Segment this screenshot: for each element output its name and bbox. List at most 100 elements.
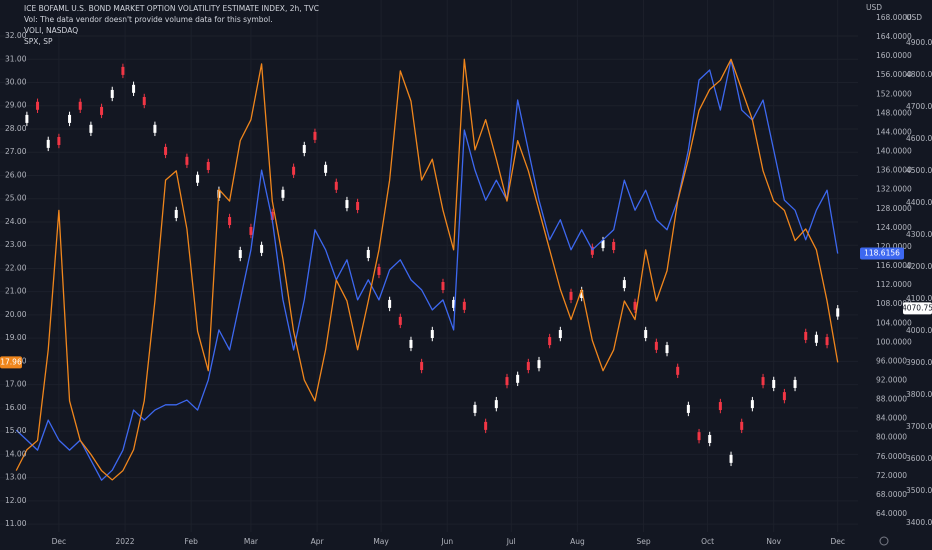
y3-tick-label: 4000.00 (906, 326, 932, 335)
y2-tick-label: 80.0000 (876, 433, 907, 442)
y2-tick-label: 100.0000 (876, 337, 912, 346)
y-tick-label: 15.00 (5, 426, 27, 435)
x-tick-label: Oct (701, 537, 714, 546)
candle-body (590, 246, 594, 255)
y2-tick-label: 96.0000 (876, 356, 907, 365)
candle-body (718, 402, 722, 411)
candle-body (78, 101, 82, 110)
y3-tick-label: 4900.00 (906, 38, 932, 47)
y2-tick-label: 84.0000 (876, 414, 907, 423)
candle-body (452, 299, 456, 308)
icon[interactable] (879, 536, 889, 546)
candle-body (526, 362, 530, 371)
x-tick-label: Dec (830, 537, 845, 546)
y-tick-label: 26.00 (5, 170, 27, 179)
y3-tick-label: 4500.00 (906, 166, 932, 175)
candle-body (36, 101, 40, 110)
candle-body (793, 379, 797, 388)
candle-body (121, 66, 125, 75)
y-tick-label: 24.00 (5, 217, 27, 226)
y-tick-label: 29.00 (5, 101, 27, 110)
x-tick-label: Dec (52, 537, 67, 546)
y2-tick-label: 76.0000 (876, 452, 907, 461)
price-label: 4070.75 (902, 303, 932, 312)
candle-body (537, 360, 541, 369)
y-tick-label: 13.00 (5, 473, 27, 482)
y2-tick-label: 128.0000 (876, 204, 912, 213)
price-label: 17.96 (0, 357, 22, 366)
y2-tick-label: 64.0000 (876, 509, 907, 518)
candle-body (89, 124, 93, 133)
candle-body (164, 146, 168, 155)
y-tick-label: 12.00 (5, 496, 27, 505)
candle-body (622, 280, 626, 289)
price-tag (860, 247, 904, 260)
y-tick-label: 30.00 (5, 78, 27, 87)
candle-body (388, 299, 392, 308)
candle-body (772, 379, 776, 388)
price-tag (0, 356, 22, 369)
candle-body (804, 331, 808, 340)
candle-body (100, 106, 104, 115)
candle-body (46, 139, 50, 148)
y2-tick-label: 88.0000 (876, 395, 907, 404)
y-tick-label: 11.00 (5, 519, 27, 528)
y-tick-label: 17.00 (5, 380, 27, 389)
y2-unit: USD (866, 3, 882, 12)
candle-body (782, 392, 786, 401)
y-tick-label: 16.00 (5, 403, 27, 412)
candle-body (249, 226, 253, 235)
y2-tick-label: 164.0000 (876, 32, 912, 41)
candle-body (313, 131, 317, 140)
candle-body (494, 400, 498, 409)
y-tick-label: 19.00 (5, 333, 27, 342)
y-tick-label: 14.00 (5, 449, 27, 458)
candle-body (580, 290, 584, 299)
x-tick-label: Nov (766, 537, 781, 546)
candle-body (644, 330, 648, 339)
settings-icon[interactable] (879, 536, 889, 546)
candle-body (654, 341, 658, 350)
y3-tick-label: 3700.00 (906, 422, 932, 431)
y-tick-label: 27.00 (5, 147, 27, 156)
price-tag (903, 302, 932, 315)
series-title: ICE BOFAML U.S. BOND MARKET OPTION VOLAT… (24, 4, 319, 13)
y2-tick-label: 148.0000 (876, 108, 912, 117)
candle-body (196, 174, 200, 183)
candle-body (206, 161, 210, 170)
candle-body (569, 291, 573, 300)
y-tick-label: 22.00 (5, 263, 27, 272)
candle-body (825, 337, 829, 346)
candle-body (292, 166, 296, 175)
y2-tick-label: 124.0000 (876, 223, 912, 232)
y2-tick-label: 160.0000 (876, 51, 912, 60)
candle-body (430, 330, 434, 339)
candle-body (324, 164, 328, 173)
candle-body (676, 366, 680, 375)
x-tick-label: Jun (440, 537, 453, 546)
candle-body (398, 316, 402, 325)
candle-body (153, 124, 157, 133)
y-tick-label: 32.00 (5, 31, 27, 40)
y2-tick-label: 104.0000 (876, 318, 912, 327)
y2-tick-label: 140.0000 (876, 147, 912, 156)
y3-tick-label: 3900.00 (906, 358, 932, 367)
y3-tick-label: 3500.00 (906, 486, 932, 495)
y-tick-label: 21.00 (5, 287, 27, 296)
candle-body (345, 200, 349, 209)
candle-body (548, 337, 552, 346)
x-tick-label: Aug (570, 537, 585, 546)
candle-body (761, 377, 765, 386)
y3-tick-label: 4600.00 (906, 134, 932, 143)
price-label: 118.6156 (864, 249, 900, 258)
candle-body (505, 377, 509, 386)
y2-tick-label: 144.0000 (876, 127, 912, 136)
y3-tick-label: 4400.00 (906, 198, 932, 207)
candle-body (708, 435, 712, 444)
y-tick-label: 20.00 (5, 310, 27, 319)
candle-body (750, 400, 754, 409)
y2-tick-label: 72.0000 (876, 471, 907, 480)
labels: ICE BOFAML U.S. BOND MARKET OPTION VOLAT… (0, 3, 932, 546)
candle-body (441, 282, 445, 291)
